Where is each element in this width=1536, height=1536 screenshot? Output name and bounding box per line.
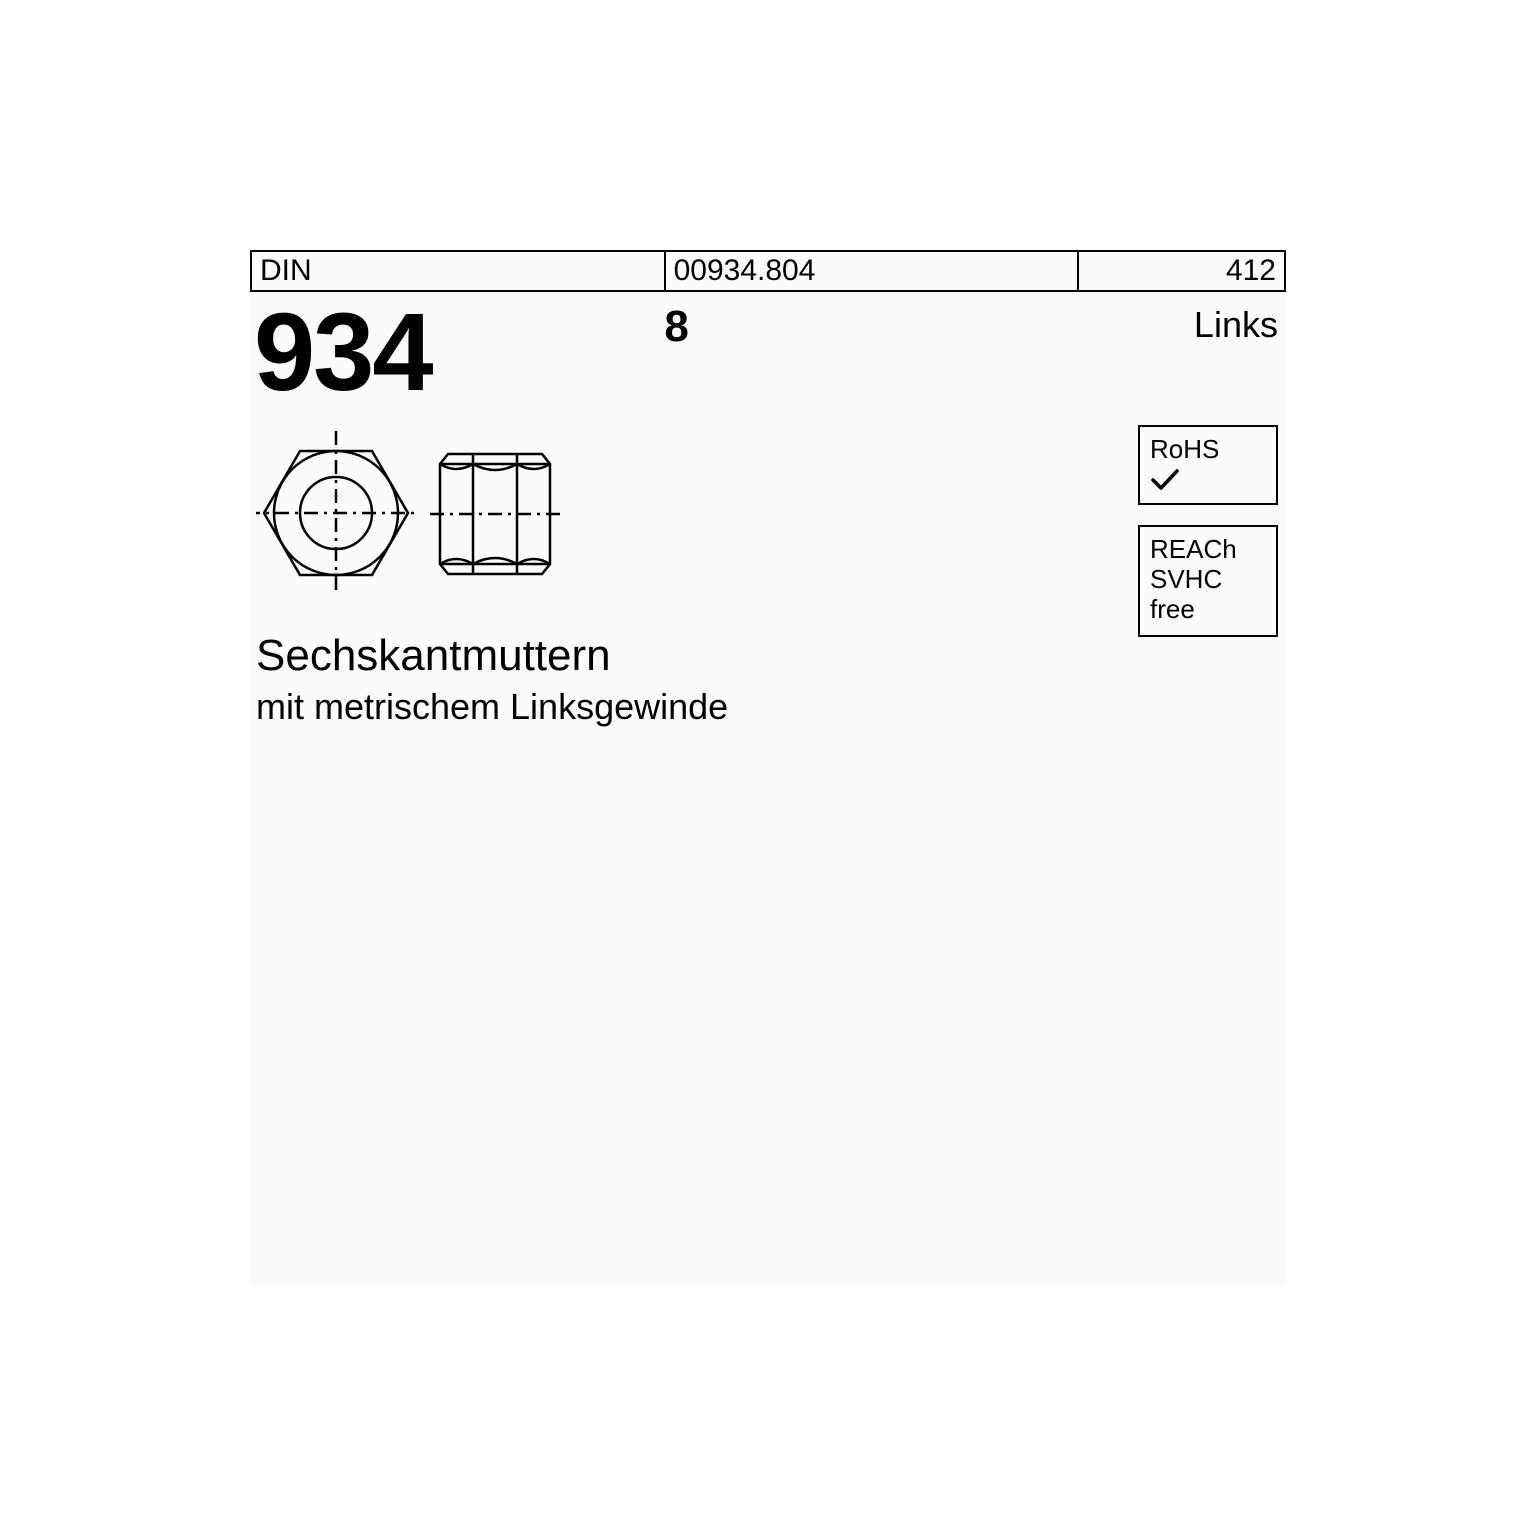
reach-line1: REACh: [1150, 535, 1266, 565]
reach-line3: free: [1150, 595, 1266, 625]
nut-top-view-icon: [256, 428, 416, 598]
diagram-row: [250, 428, 1286, 598]
product-title: Sechskantmuttern: [256, 632, 1286, 680]
header-cell-code: 00934.804: [665, 251, 1079, 291]
header-cell-din: DIN: [251, 251, 665, 291]
check-icon: [1150, 467, 1266, 493]
rohs-badge: RoHS: [1138, 425, 1278, 505]
standard-number: 934: [250, 298, 664, 408]
product-subtitle: mit metrischem Linksgewinde: [256, 686, 1286, 728]
document-page: DIN 00934.804 412 934 8 Links: [250, 250, 1286, 1286]
reach-badge: REACh SVHC free: [1138, 525, 1278, 637]
spec-row: 934 8 Links: [250, 298, 1286, 408]
header-table: DIN 00934.804 412: [250, 250, 1286, 292]
rohs-label: RoHS: [1150, 434, 1219, 464]
nut-side-view-icon: [430, 446, 560, 586]
content-area: DIN 00934.804 412 934 8 Links: [250, 250, 1286, 728]
reach-line2: SVHC: [1150, 565, 1266, 595]
compliance-badges: RoHS REACh SVHC free: [1138, 425, 1278, 657]
title-block: Sechskantmuttern mit metrischem Linksgew…: [250, 632, 1286, 728]
header-cell-num: 412: [1078, 251, 1285, 291]
strength-class: 8: [664, 298, 1078, 352]
thread-direction: Links: [1079, 298, 1286, 346]
